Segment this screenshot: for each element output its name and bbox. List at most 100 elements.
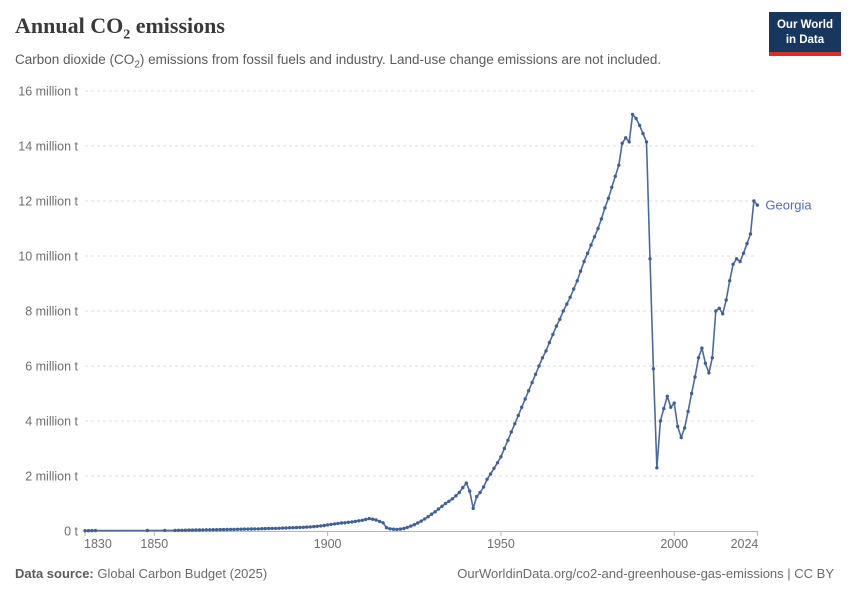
data-point [277,526,281,530]
data-point [662,406,666,411]
x-axis-label: 1850 [140,537,168,551]
data-point [572,287,576,291]
data-point [447,499,451,503]
data-point [346,520,351,524]
data-point [700,346,704,350]
data-point [544,349,548,353]
data-point [696,356,701,360]
data-point [481,485,486,489]
y-axis-label: 2 million t [25,470,78,484]
data-point [592,235,597,239]
data-point [644,140,649,144]
data-point [575,279,579,283]
data-point [263,526,267,531]
data-point [464,481,468,485]
chart-subtitle: Carbon dioxide (CO2) emissions from foss… [15,52,661,71]
data-point [513,422,517,426]
data-point [409,524,413,528]
data-point [294,525,299,530]
data-point [270,526,274,531]
data-point [461,485,465,490]
data-point [752,199,756,203]
data-point [655,466,659,470]
data-point [381,521,385,525]
data-point [367,516,371,521]
data-point [426,515,430,519]
data-source: Data source: Global Carbon Budget (2025) [15,566,267,581]
chart-plot[interactable]: 0 t 2 million t 4 million t 6 million t 8 mi… [0,80,850,560]
data-point [287,526,292,530]
data-point [190,528,195,532]
subtitle-subscript: 2 [134,59,140,71]
x-axis-label: 1950 [487,537,515,551]
data-point [734,257,739,261]
data-point [637,123,642,128]
y-axis-label: 0 t [64,525,78,539]
data-point [228,527,233,532]
data-point [312,524,316,529]
data-point [329,522,333,527]
data-point [682,426,687,430]
data-point [468,489,472,493]
data-point [83,529,87,533]
x-axis-label: 1900 [314,537,342,551]
data-point [416,521,420,525]
data-point [280,526,285,530]
data-point [305,525,309,529]
data-point [651,367,656,371]
data-point [249,527,254,531]
data-point [693,375,697,379]
data-point [183,528,188,532]
data-point [589,243,593,247]
y-axis-label: 16 million t [18,85,78,99]
data-point [388,527,392,531]
data-point [384,526,389,530]
data-point [163,528,167,533]
data-point [402,526,406,531]
entity-label[interactable]: Georgia [765,198,812,213]
data-point [703,361,708,365]
data-point [353,519,357,524]
data-point [180,528,184,532]
chart-area[interactable]: 0 t 2 million t 4 million t 6 million t 8 mi… [0,80,850,560]
data-point [308,525,312,529]
data-point [707,371,711,375]
data-point [676,424,680,429]
data-point [506,438,510,442]
data-point [488,472,493,476]
data-point [336,521,340,526]
data-point [710,356,714,360]
data-point [530,380,534,385]
data-point [218,527,222,532]
data-point [658,419,663,423]
data-point [429,512,434,516]
footer-link[interactable]: OurWorldinData.org/co2-and-greenhouse-ga… [457,566,834,581]
data-point [360,518,364,522]
data-point [246,527,250,531]
data-point [578,269,583,273]
data-point [582,259,586,264]
data-point [471,506,475,511]
data-point [201,528,205,532]
data-point [630,112,635,117]
data-point [558,317,562,321]
data-point [215,528,219,532]
owid-logo-line2: in Data [785,33,825,46]
subtitle-text-tail: ) emissions from fossil fuels and indust… [139,52,662,67]
data-point [173,528,177,533]
data-point [547,340,552,345]
data-point [332,522,337,526]
data-point [301,525,306,529]
data-point [475,494,479,499]
data-point [617,163,621,167]
data-point [86,529,91,533]
title-subscript: 2 [123,27,131,43]
data-source-name[interactable]: Global Carbon Budget (2025) [93,566,268,581]
data-point [748,232,753,236]
data-point [502,446,507,451]
owid-logo[interactable]: Our World in Data [768,12,841,56]
data-point [436,507,441,511]
data-point [377,519,382,524]
title-text: Annual CO [15,13,124,38]
